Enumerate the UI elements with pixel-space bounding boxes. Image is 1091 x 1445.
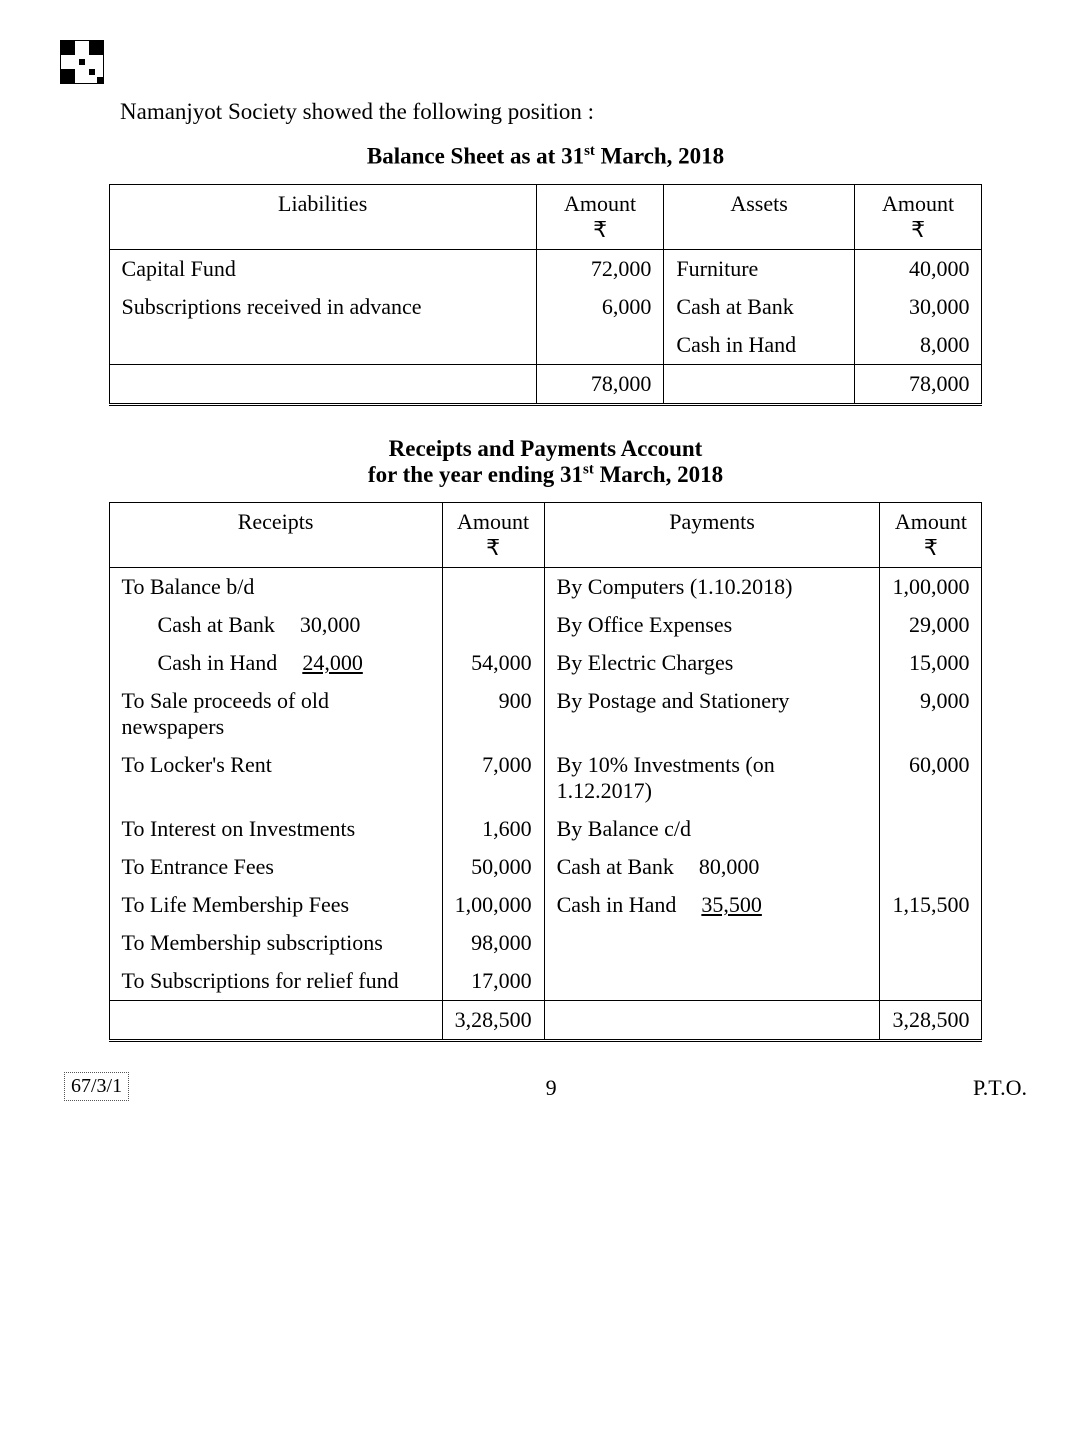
rp-pay-amt: 1,15,500 xyxy=(880,886,982,924)
page-footer: 67/3/1 9 P.T.O. xyxy=(60,1072,1031,1101)
rp-pay-sub-val: 35,500 xyxy=(682,892,762,918)
rp-rec-sub-val: 24,000 xyxy=(283,650,363,676)
rp-header-pay: Payments xyxy=(544,503,880,568)
rp-total-r: 3,28,500 xyxy=(442,1001,544,1041)
bs-header-assets-amt: Amount₹ xyxy=(854,184,982,249)
rp-rec-amt: 17,000 xyxy=(442,962,544,1001)
footer-pto: P.T.O. xyxy=(973,1075,1027,1101)
rp-body: To Balance b/dBy Computers (1.10.2018)1,… xyxy=(109,568,982,1001)
rp-table: Receipts Amount₹ Payments Amount₹ To Bal… xyxy=(109,502,983,1042)
rp-header-rec-amt: Amount₹ xyxy=(442,503,544,568)
rp-rec-cell: To Membership subscriptions xyxy=(109,924,442,962)
rp-rec-cell: To Sale proceeds of old newspapers xyxy=(109,682,442,746)
rp-pay-amt xyxy=(880,924,982,962)
bs-liab-cell xyxy=(109,326,536,365)
bs-asset-amt: 30,000 xyxy=(854,288,982,326)
rp-pay-cell: Cash at Bank 80,000 xyxy=(544,848,880,886)
rp-total-p: 3,28,500 xyxy=(880,1001,982,1041)
bs-liab-cell: Subscriptions received in advance xyxy=(109,288,536,326)
rp-total-blank-l xyxy=(109,1001,442,1041)
bs-asset-amt: 40,000 xyxy=(854,249,982,288)
rp-pay-sub-label: Cash at Bank xyxy=(557,854,674,879)
rp-rec-cell: Cash at Bank 30,000 xyxy=(109,606,442,644)
bs-asset-cell: Cash in Hand xyxy=(664,326,854,365)
rp-rec-amt: 98,000 xyxy=(442,924,544,962)
rp-pay-amt: 29,000 xyxy=(880,606,982,644)
rp-rec-amt: 54,000 xyxy=(442,644,544,682)
rp-title: Receipts and Payments Account for the ye… xyxy=(60,436,1031,489)
rp-rec-cell: To Life Membership Fees xyxy=(109,886,442,924)
rp-rec-cell: To Balance b/d xyxy=(109,568,442,607)
bs-asset-cell: Cash at Bank xyxy=(664,288,854,326)
rp-rec-amt: 1,00,000 xyxy=(442,886,544,924)
rp-pay-amt xyxy=(880,962,982,1001)
rp-pay-sub-val: 80,000 xyxy=(679,854,759,880)
rp-pay-cell: By Electric Charges xyxy=(544,644,880,682)
bs-header-liab-amt: Amount₹ xyxy=(536,184,664,249)
rp-pay-cell xyxy=(544,962,880,1001)
rp-pay-cell: By Balance c/d xyxy=(544,810,880,848)
bs-liab-amt: 6,000 xyxy=(536,288,664,326)
bs-liab-cell: Capital Fund xyxy=(109,249,536,288)
rp-rec-cell: To Locker's Rent xyxy=(109,746,442,810)
rp-total-blank-r xyxy=(544,1001,880,1041)
rp-rec-cell: To Interest on Investments xyxy=(109,810,442,848)
rp-pay-cell: By Computers (1.10.2018) xyxy=(544,568,880,607)
rp-rec-amt xyxy=(442,606,544,644)
bs-total-blank-l xyxy=(109,364,536,404)
rp-pay-cell xyxy=(544,924,880,962)
qr-code xyxy=(60,40,104,84)
rp-header-rec: Receipts xyxy=(109,503,442,568)
rp-pay-amt xyxy=(880,848,982,886)
rp-header-pay-amt: Amount₹ xyxy=(880,503,982,568)
bs-asset-amt: 8,000 xyxy=(854,326,982,365)
rp-title-line2: for the year ending 31st March, 2018 xyxy=(368,462,723,487)
rp-rec-sub-label: Cash at Bank xyxy=(122,612,275,638)
rp-rec-amt: 1,600 xyxy=(442,810,544,848)
bs-liab-amt xyxy=(536,326,664,365)
bs-header-assets: Assets xyxy=(664,184,854,249)
footer-page-number: 9 xyxy=(129,1075,973,1101)
balance-sheet-title: Balance Sheet as at 31st March, 2018 xyxy=(60,143,1031,170)
rp-pay-amt: 1,00,000 xyxy=(880,568,982,607)
rp-rec-amt xyxy=(442,568,544,607)
footer-left: 67/3/1 xyxy=(64,1072,129,1101)
rp-pay-amt: 60,000 xyxy=(880,746,982,810)
rp-pay-cell: Cash in Hand 35,500 xyxy=(544,886,880,924)
bs-total-blank-a xyxy=(664,364,854,404)
rp-rec-amt: 50,000 xyxy=(442,848,544,886)
rp-rec-sub-label: Cash in Hand xyxy=(122,650,278,676)
rp-rec-cell: To Subscriptions for relief fund xyxy=(109,962,442,1001)
rp-rec-sub-val: 30,000 xyxy=(280,612,360,638)
rp-pay-amt xyxy=(880,810,982,848)
bs-total-a: 78,000 xyxy=(854,364,982,404)
rp-pay-cell: By Office Expenses xyxy=(544,606,880,644)
rp-pay-cell: By 10% Investments (on 1.12.2017) xyxy=(544,746,880,810)
bs-total-l: 78,000 xyxy=(536,364,664,404)
bs-body: Capital Fund72,000Furniture40,000 Subscri… xyxy=(109,249,982,364)
bs-asset-cell: Furniture xyxy=(664,249,854,288)
rp-rec-amt: 900 xyxy=(442,682,544,746)
rp-pay-amt: 9,000 xyxy=(880,682,982,746)
rp-pay-sub-label: Cash in Hand xyxy=(557,892,677,917)
bs-liab-amt: 72,000 xyxy=(536,249,664,288)
intro-text: Namanjyot Society showed the following p… xyxy=(120,99,1031,125)
rp-pay-cell: By Postage and Stationery xyxy=(544,682,880,746)
rp-pay-amt: 15,000 xyxy=(880,644,982,682)
rp-title-line1: Receipts and Payments Account xyxy=(389,436,703,461)
bs-header-liab: Liabilities xyxy=(109,184,536,249)
rp-rec-cell: To Entrance Fees xyxy=(109,848,442,886)
rp-rec-amt: 7,000 xyxy=(442,746,544,810)
balance-sheet-table: Liabilities Amount₹ Assets Amount₹ Capit… xyxy=(109,184,983,406)
rp-rec-cell: Cash in Hand 24,000 xyxy=(109,644,442,682)
